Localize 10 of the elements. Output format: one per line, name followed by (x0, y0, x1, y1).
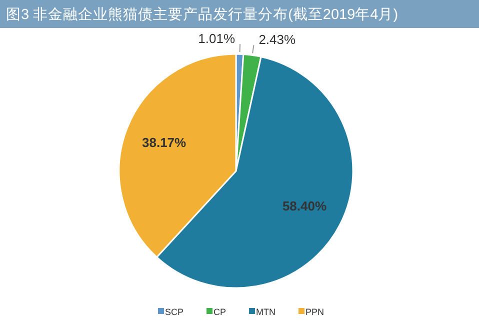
legend-label: CP (214, 307, 226, 317)
data-label: 2.43% (258, 32, 296, 48)
legend-label: SCP (165, 307, 184, 317)
legend-label: MTN (256, 307, 276, 317)
legend-label: PPN (306, 307, 324, 317)
data-label: 38.17% (142, 134, 187, 150)
chart-title: 图3 非金融企业熊猫债主要产品发行量分布(截至2019年4月) (6, 6, 398, 23)
data-label: 1.01% (198, 31, 236, 46)
data-label: 58.40% (282, 198, 327, 214)
title-bar: 图3 非金融企业熊猫债主要产品发行量分布(截至2019年4月) (0, 0, 479, 28)
